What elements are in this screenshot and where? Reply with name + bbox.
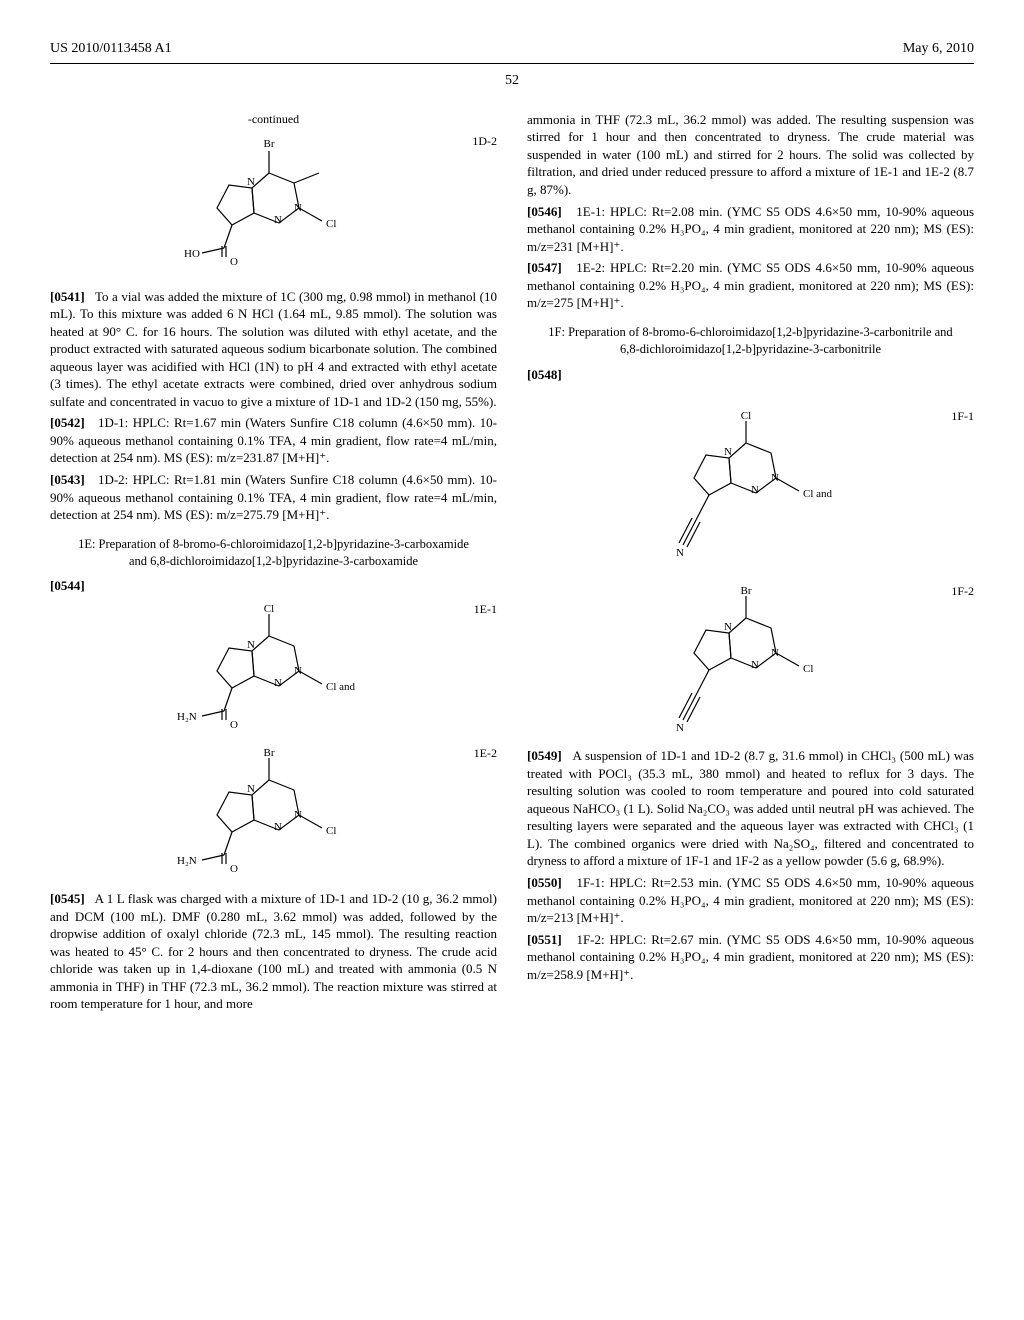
structure-1D-2: 1D-2 Br Cl N N N: [50, 133, 497, 278]
svg-text:N: N: [676, 722, 684, 733]
svg-text:Cl: Cl: [263, 603, 273, 615]
svg-text:N: N: [724, 446, 732, 458]
publication-number: US 2010/0113458 A1: [50, 40, 172, 59]
svg-text:Br: Br: [263, 747, 274, 759]
paragraph-cont: ammonia in THF (72.3 mL, 36.2 mmol) was …: [527, 111, 974, 199]
svg-text:Cl: Cl: [326, 825, 336, 837]
svg-text:N: N: [771, 647, 779, 659]
para-num-0551: [0551]: [527, 932, 562, 947]
svg-text:N: N: [247, 783, 255, 795]
paragraph-0541: [0541] To a vial was added the mixture o…: [50, 288, 497, 411]
svg-text:N: N: [771, 472, 779, 484]
svg-text:N: N: [676, 547, 684, 558]
two-column-layout: -continued 1D-2 Br Cl N: [50, 111, 974, 1017]
svg-text:Cl: Cl: [326, 218, 336, 230]
svg-text:HO: HO: [184, 248, 200, 260]
svg-text:O: O: [230, 256, 238, 268]
svg-text:N: N: [294, 809, 302, 821]
publication-date: May 6, 2010: [903, 40, 974, 59]
cl-and-label-r: Cl and: [803, 488, 833, 500]
svg-text:N: N: [751, 659, 759, 671]
para-num-0543: [0543]: [50, 472, 85, 487]
svg-text:N: N: [274, 821, 282, 833]
structure-1F-2: 1F-2 Br Cl N N N N: [527, 583, 974, 738]
structure-label-1F-1: 1F-1: [951, 408, 974, 424]
paragraph-0546: [0546] 1E-1: HPLC: Rt=2.08 min. (YMC S5 …: [527, 203, 974, 256]
structure-label-1F-2: 1F-2: [951, 583, 974, 599]
section-title-1E: 1E: Preparation of 8-bromo-6-chloroimida…: [70, 536, 477, 570]
para-num-0549: [0549]: [527, 748, 562, 763]
header-rule: [50, 63, 974, 64]
para-num-0547: [0547]: [527, 260, 562, 275]
structure-1E-1: 1E-1 Cl Cl and N N N H₂N O: [50, 601, 497, 736]
section-title-1F: 1F: Preparation of 8-bromo-6-chloroimida…: [547, 324, 954, 358]
page-number: 52: [50, 72, 974, 91]
paragraph-0544: [0544]: [50, 577, 497, 595]
para-text-0541: To a vial was added the mixture of 1C (3…: [50, 289, 497, 409]
right-column: ammonia in THF (72.3 mL, 36.2 mmol) was …: [527, 111, 974, 1017]
structure-label-1E-2: 1E-2: [474, 745, 497, 761]
paragraph-0547: [0547] 1E-2: HPLC: Rt=2.20 min. (YMC S5 …: [527, 259, 974, 312]
svg-text:O: O: [230, 719, 238, 731]
continued-label: -continued: [50, 111, 497, 127]
svg-text:Cl: Cl: [740, 410, 750, 422]
para-text-0542: 1D-1: HPLC: Rt=1.67 min (Waters Sunfire …: [50, 415, 497, 465]
para-num-0546: [0546]: [527, 204, 562, 219]
molecule-1D-2-icon: Br Cl N N N HO O: [174, 133, 374, 273]
svg-text:Br: Br: [740, 585, 751, 597]
para-num-0545: [0545]: [50, 891, 85, 906]
molecule-1E-1-icon: Cl Cl and N N N H₂N O: [159, 601, 389, 731]
paragraph-0548: [0548]: [527, 366, 974, 384]
structure-1F-1: 1F-1 Cl Cl and N N N N: [527, 408, 974, 563]
molecule-1F-2-icon: Br Cl N N N N: [636, 583, 866, 733]
structure-label-1E-1: 1E-1: [474, 601, 497, 617]
left-column: -continued 1D-2 Br Cl N: [50, 111, 497, 1017]
para-num-0544: [0544]: [50, 578, 85, 593]
molecule-1E-2-icon: Br Cl N N N H₂N O: [159, 745, 389, 875]
structure-label-1D-2: 1D-2: [472, 133, 497, 149]
para-text-0551: 1F-2: HPLC: Rt=2.67 min. (YMC S5 ODS 4.6…: [527, 932, 974, 982]
para-text-0543: 1D-2: HPLC: Rt=1.81 min (Waters Sunfire …: [50, 472, 497, 522]
para-num-0550: [0550]: [527, 875, 562, 890]
svg-text:N: N: [294, 665, 302, 677]
svg-text:H₂N: H₂N: [177, 711, 197, 723]
page-header: US 2010/0113458 A1 May 6, 2010: [50, 40, 974, 59]
svg-text:N: N: [274, 214, 282, 226]
svg-text:Br: Br: [263, 138, 274, 150]
paragraph-0551: [0551] 1F-2: HPLC: Rt=2.67 min. (YMC S5 …: [527, 931, 974, 984]
svg-text:O: O: [230, 863, 238, 875]
cl-and-label: Cl and: [326, 681, 356, 693]
structure-1E-2: 1E-2 Br Cl N N N H₂N O: [50, 745, 497, 880]
para-text-0550: 1F-1: HPLC: Rt=2.53 min. (YMC S5 ODS 4.6…: [527, 875, 974, 925]
para-text-0545: A 1 L flask was charged with a mixture o…: [50, 891, 497, 1011]
para-text-0546: 1E-1: HPLC: Rt=2.08 min. (YMC S5 ODS 4.6…: [527, 204, 974, 254]
svg-text:N: N: [274, 677, 282, 689]
paragraph-0542: [0542] 1D-1: HPLC: Rt=1.67 min (Waters S…: [50, 414, 497, 467]
para-num-0542: [0542]: [50, 415, 85, 430]
para-text-cont: ammonia in THF (72.3 mL, 36.2 mmol) was …: [527, 112, 974, 197]
svg-text:Cl: Cl: [803, 663, 813, 675]
para-text-0547: 1E-2: HPLC: Rt=2.20 min. (YMC S5 ODS 4.6…: [527, 260, 974, 310]
svg-text:N: N: [724, 621, 732, 633]
svg-text:N: N: [247, 176, 255, 188]
paragraph-0543: [0543] 1D-2: HPLC: Rt=1.81 min (Waters S…: [50, 471, 497, 524]
para-num-0541: [0541]: [50, 289, 85, 304]
paragraph-0550: [0550] 1F-1: HPLC: Rt=2.53 min. (YMC S5 …: [527, 874, 974, 927]
molecule-1F-1-icon: Cl Cl and N N N N: [636, 408, 866, 558]
para-text-0549: A suspension of 1D-1 and 1D-2 (8.7 g, 31…: [527, 748, 974, 868]
para-num-0548: [0548]: [527, 367, 562, 382]
svg-text:H₂N: H₂N: [177, 855, 197, 867]
paragraph-0545: [0545] A 1 L flask was charged with a mi…: [50, 890, 497, 1013]
paragraph-0549: [0549] A suspension of 1D-1 and 1D-2 (8.…: [527, 747, 974, 870]
svg-text:N: N: [247, 639, 255, 651]
svg-text:N: N: [294, 202, 302, 214]
svg-text:N: N: [751, 484, 759, 496]
